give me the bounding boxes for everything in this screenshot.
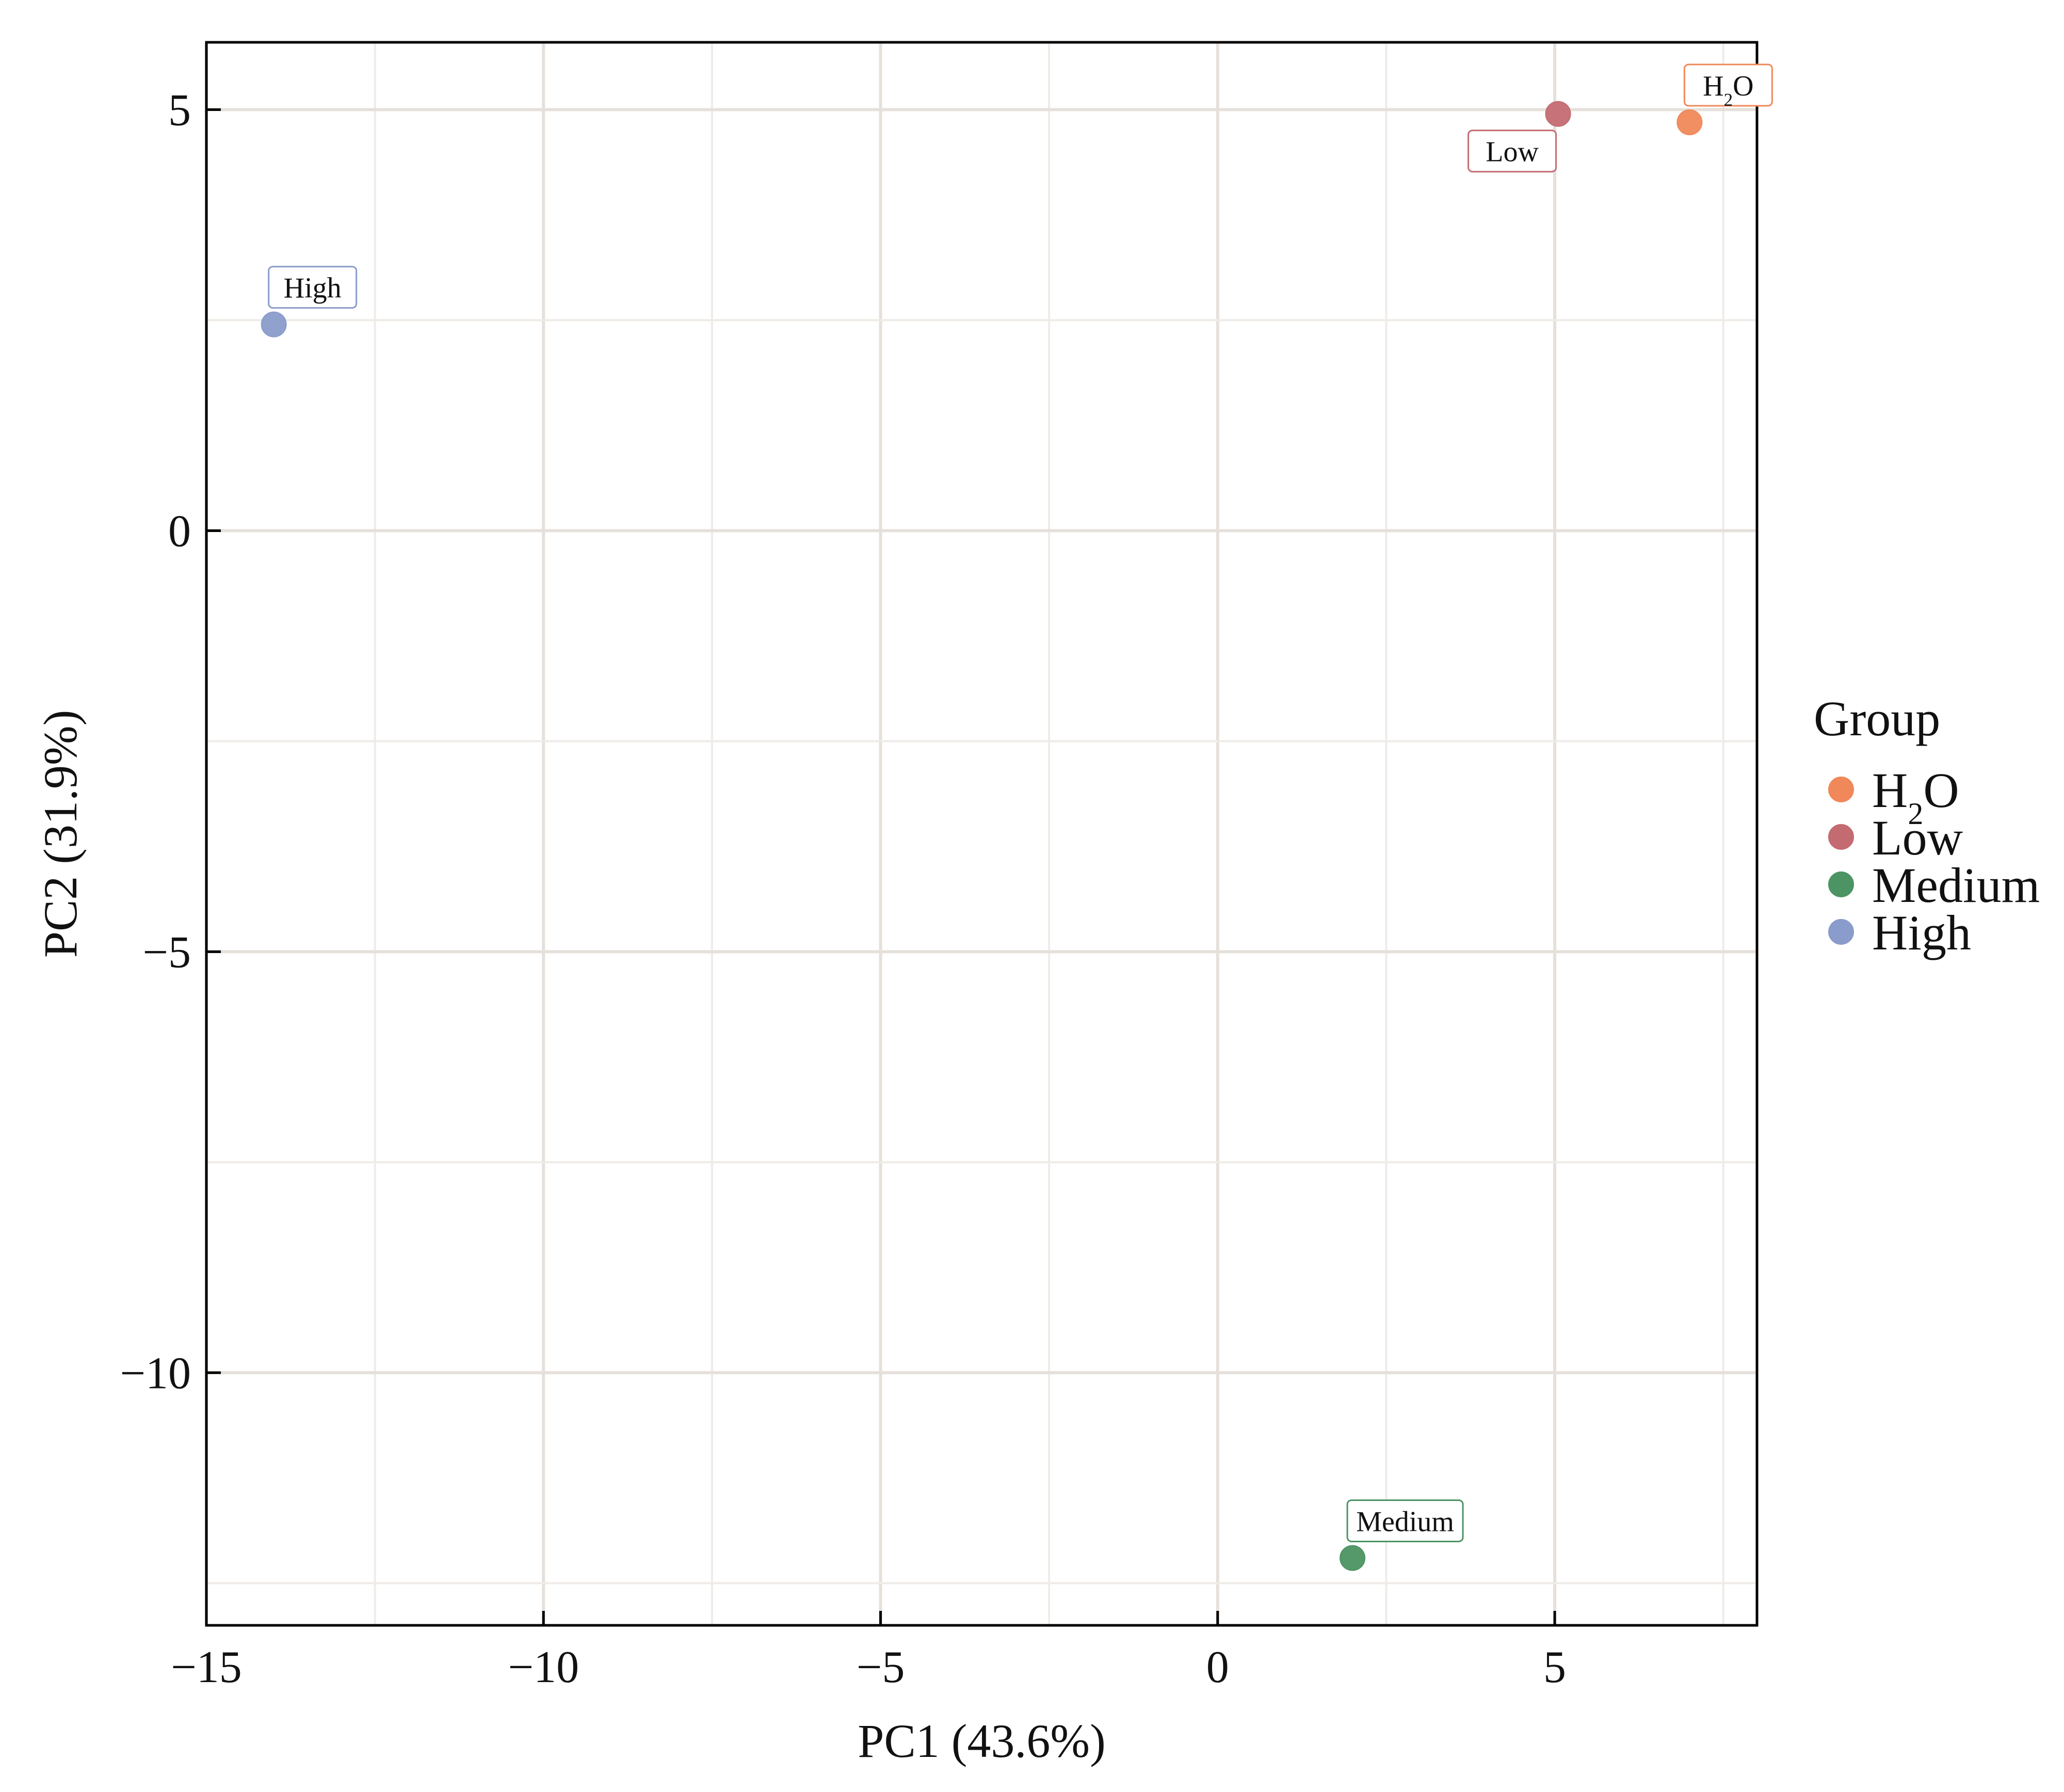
point-label-box [1468, 130, 1557, 173]
legend-label: Low [1872, 810, 1963, 865]
legend-label: High [1872, 905, 1971, 960]
point-label: H2O [1703, 70, 1753, 110]
legend-key [1828, 824, 1854, 850]
y-axis-title: PC2 (31.9%) [34, 710, 87, 958]
legend-title: Group [1814, 691, 1940, 746]
point-label-box [1346, 1499, 1464, 1542]
data-point-low [1545, 101, 1571, 127]
data-point-high [261, 311, 287, 337]
y-tick-label: 0 [168, 507, 191, 557]
point-label: Medium [1356, 1506, 1454, 1538]
data-point-h2o [1676, 109, 1703, 136]
y-tick-label: −5 [142, 927, 191, 977]
x-tick-label: −10 [508, 1642, 579, 1692]
legend-key [1828, 919, 1854, 945]
legend-key [1828, 871, 1854, 897]
y-tick-label: 5 [168, 86, 191, 136]
point-label-box [1683, 63, 1773, 107]
point-label: High [284, 272, 342, 304]
legend-label: Medium [1872, 858, 2040, 913]
x-tick-label: −15 [171, 1642, 242, 1692]
point-label-box [268, 266, 358, 309]
plot-frame [205, 41, 1759, 1627]
x-tick-label: −5 [857, 1642, 905, 1692]
legend-label: H2O [1872, 763, 1959, 831]
y-tick-label: −10 [120, 1348, 191, 1398]
x-tick-label: 5 [1543, 1642, 1566, 1692]
point-label: Low [1486, 136, 1539, 168]
x-axis-title: PC1 (43.6%) [858, 1715, 1105, 1767]
tick-layer: −15 −10 −5 0 5 5 0 −5 −10 [120, 86, 1566, 1692]
point-layer: H2O Low Medium High [261, 63, 1773, 1571]
legend-key [1828, 777, 1854, 802]
data-point-medium [1340, 1545, 1366, 1571]
grid-layer [205, 42, 1757, 1625]
x-tick-label: 0 [1206, 1642, 1229, 1692]
